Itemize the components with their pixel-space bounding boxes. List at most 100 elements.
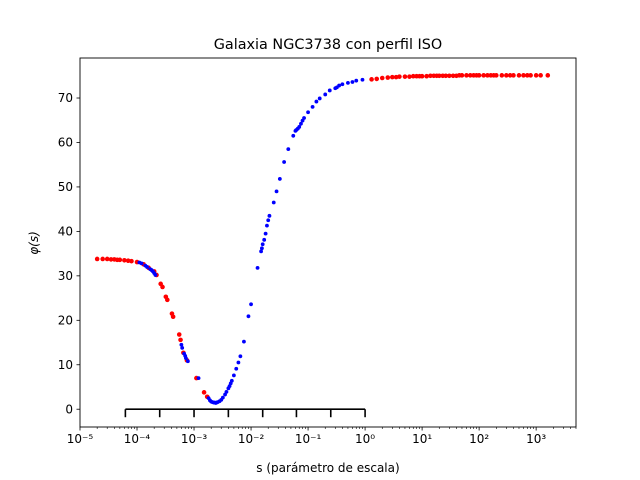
red-data-point	[538, 73, 543, 78]
x-tick-label: 10⁰	[355, 432, 375, 446]
red-data-point	[424, 73, 429, 79]
blue-data-point	[179, 342, 184, 347]
red-data-point	[369, 77, 374, 82]
red-data-point	[104, 256, 110, 262]
blue-data-point	[340, 82, 345, 87]
red-data-point	[459, 73, 465, 78]
chart-title: Galaxia NGC3738 con perfil ISO	[214, 37, 443, 53]
red-data-point	[402, 74, 408, 79]
red-data-point	[389, 74, 395, 80]
red-data-point	[94, 256, 100, 262]
red-data-point	[178, 337, 183, 343]
red-data-point	[528, 73, 533, 78]
blue-data-point	[153, 273, 158, 277]
blue-data-point	[274, 189, 279, 194]
blue-data-point	[260, 242, 265, 247]
red-data-point	[436, 73, 442, 79]
blue-data-point	[310, 105, 315, 109]
blue-data-point	[220, 395, 225, 400]
blue-data-point	[260, 246, 264, 251]
red-data-point	[170, 314, 176, 320]
data-points	[94, 73, 551, 405]
red-data-point	[379, 75, 385, 81]
blue-data-point	[266, 218, 271, 223]
red-data-point	[108, 257, 114, 262]
red-data-point	[507, 73, 513, 78]
red-data-point	[165, 297, 170, 303]
blue-data-point	[297, 125, 302, 129]
red-data-point	[504, 73, 509, 78]
x-tick-label: 10⁻⁴	[124, 432, 151, 446]
x-axis: 10⁻⁵ 10⁻⁴ 10⁻³ 10⁻² 10⁻¹ 10⁰ 10¹ 10² 10³	[67, 427, 577, 446]
blue-data-point	[267, 213, 272, 218]
y-tick-label: 0	[65, 402, 73, 416]
blue-data-point	[265, 223, 269, 228]
red-data-point	[485, 73, 490, 78]
red-data-point	[100, 256, 105, 262]
y-axis: 0 10 20 30 40 50 60 70	[58, 91, 80, 416]
blue-data-point	[246, 314, 251, 319]
red-data-point	[397, 74, 402, 79]
blue-data-point	[299, 121, 303, 126]
blue-data-point	[286, 147, 291, 152]
blue-data-point	[317, 96, 322, 101]
x-tick-label: 10²	[469, 432, 489, 446]
blue-data-point	[282, 160, 287, 164]
red-data-point	[419, 73, 425, 79]
blue-data-point	[255, 265, 260, 270]
red-data-point	[443, 73, 449, 79]
blue-data-point	[337, 83, 341, 88]
blue-data-point	[242, 339, 246, 344]
x-tick-label: 10⁻¹	[295, 432, 322, 446]
red-data-point	[545, 73, 551, 78]
red-data-point	[525, 73, 530, 78]
blue-data-point	[262, 237, 267, 242]
red-data-point	[467, 73, 473, 78]
blue-data-point	[350, 80, 355, 84]
red-data-point	[407, 74, 412, 79]
blue-data-point	[238, 354, 243, 359]
red-data-point	[410, 73, 416, 79]
blue-data-point	[306, 110, 310, 115]
blue-data-point	[184, 356, 188, 360]
red-data-point	[176, 332, 182, 337]
y-tick-label: 60	[58, 136, 73, 150]
red-data-point	[160, 284, 165, 290]
red-data-point	[117, 257, 123, 263]
red-data-point	[493, 73, 499, 78]
blue-data-point	[302, 116, 306, 120]
blue-data-point	[259, 249, 263, 254]
blue-data-point	[185, 359, 190, 364]
scale-bar	[124, 408, 366, 418]
red-data-point	[511, 73, 516, 78]
red-data-point	[428, 73, 433, 79]
red-data-point	[201, 390, 207, 395]
x-tick-label: 10⁻²	[238, 432, 265, 446]
blue-data-point	[249, 302, 253, 307]
red-data-point	[521, 73, 526, 78]
y-tick-label: 30	[58, 269, 73, 283]
blue-data-point	[263, 231, 268, 236]
red-data-point	[516, 73, 522, 78]
blue-data-point	[354, 78, 359, 83]
red-data-point	[499, 73, 505, 78]
blue-data-point	[231, 373, 236, 378]
y-axis-label: φ(s)	[27, 231, 41, 255]
blue-data-point	[327, 88, 332, 93]
blue-data-point	[196, 376, 201, 380]
blue-data-point	[229, 378, 234, 383]
red-data-point	[122, 257, 127, 263]
red-data-point	[450, 73, 456, 79]
x-tick-label: 10⁻⁵	[67, 432, 94, 446]
blue-data-point	[346, 80, 350, 85]
blue-data-point	[360, 77, 365, 82]
plot-area	[79, 57, 577, 428]
x-axis-label: s (parámetro de escala)	[256, 461, 399, 475]
blue-data-point	[139, 261, 144, 266]
blue-data-point	[234, 366, 239, 371]
blue-data-point	[291, 133, 296, 138]
blue-data-point	[277, 177, 282, 181]
red-data-point	[385, 75, 391, 80]
red-data-point	[129, 258, 134, 264]
plot-frame	[79, 57, 577, 428]
